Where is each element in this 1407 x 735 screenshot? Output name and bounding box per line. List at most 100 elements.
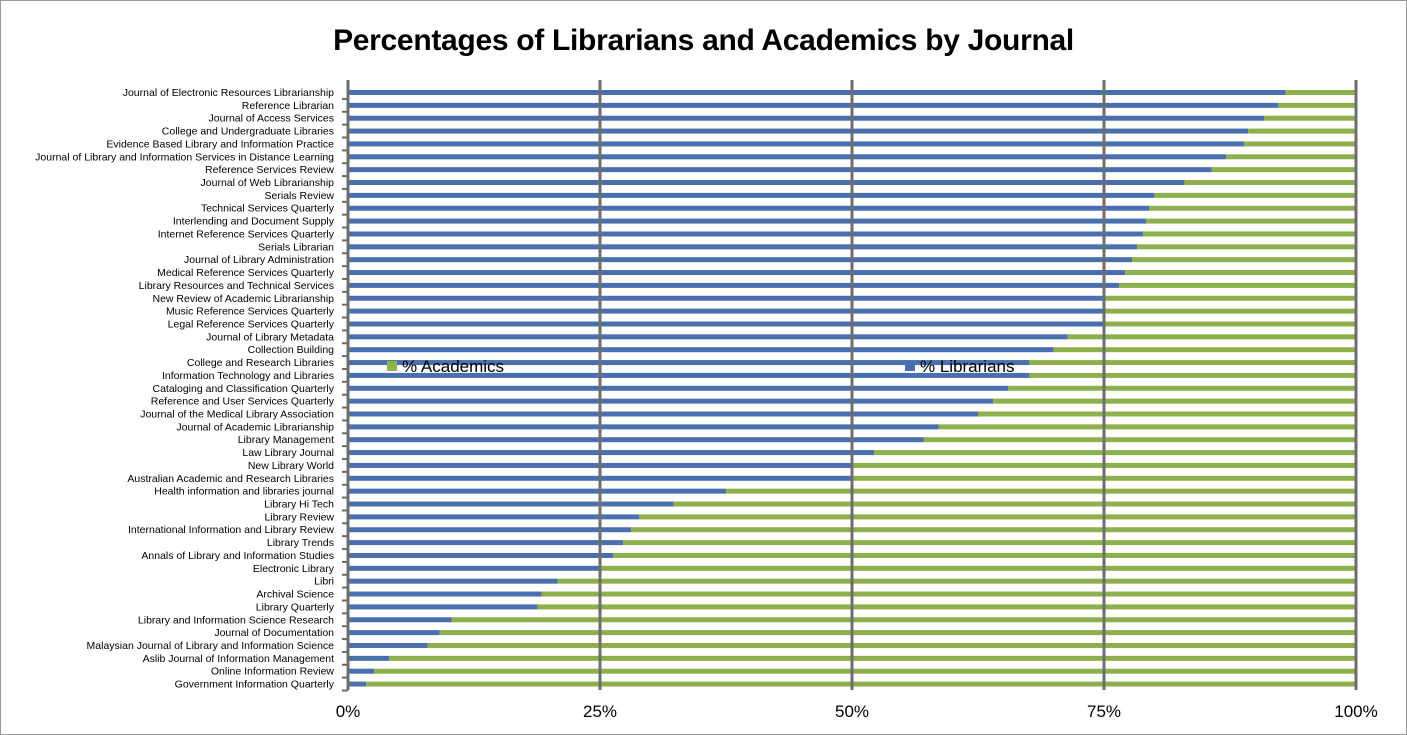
- category-label: College and Research Libraries: [187, 357, 334, 369]
- bar-academics: [374, 668, 1356, 674]
- bar-academics: [1146, 218, 1356, 224]
- bar-academics: [1104, 308, 1356, 314]
- legend-swatch: [387, 361, 397, 371]
- bar-librarians: [348, 655, 390, 661]
- x-tick-label: 75%: [1087, 702, 1121, 721]
- category-label: Journal of Library Administration: [184, 254, 334, 266]
- category-label: Archival Science: [256, 589, 334, 601]
- bar-librarians: [348, 424, 939, 430]
- bar-librarians: [348, 681, 367, 687]
- legend-swatch: [905, 361, 915, 371]
- bar-academics: [1053, 347, 1356, 353]
- bar-librarians: [348, 617, 452, 623]
- bar-librarians: [348, 372, 1030, 378]
- category-label: Journal of Academic Librarianship: [176, 421, 334, 433]
- bar-librarians: [348, 437, 924, 443]
- bar-librarians: [348, 244, 1138, 250]
- bar-librarians: [348, 257, 1133, 263]
- bar-librarians: [348, 398, 994, 404]
- category-label: New Library World: [248, 460, 334, 472]
- x-tick-label: 25%: [583, 702, 617, 721]
- category-label: Serials Librarian: [258, 241, 334, 253]
- bar-academics: [1264, 115, 1356, 121]
- bar-academics: [874, 450, 1356, 456]
- bar-academics: [1225, 154, 1356, 160]
- category-label: Journal of Documentation: [214, 627, 334, 639]
- category-label: Technical Services Quarterly: [201, 203, 335, 215]
- bar-academics: [1067, 334, 1356, 340]
- category-label: Journal of Electronic Resources Libraria…: [123, 87, 334, 99]
- bar-academics: [600, 565, 1356, 571]
- bar-librarians: [348, 578, 558, 584]
- category-label: Music Reference Services Quarterly: [166, 306, 335, 318]
- legend-label: % Academics: [402, 357, 504, 376]
- category-label: College and Undergraduate Libraries: [162, 126, 334, 138]
- bar-librarians: [348, 450, 875, 456]
- category-label: Law Library Journal: [242, 447, 334, 459]
- bar-librarians: [348, 604, 538, 610]
- category-label: Library and Information Science Research: [138, 614, 334, 626]
- category-label: Library Hi Tech: [264, 499, 334, 511]
- category-label: Reference Librarian: [242, 100, 334, 112]
- category-label: Collection Building: [248, 344, 335, 356]
- bar-academics: [639, 514, 1356, 520]
- bar-academics: [1184, 180, 1356, 186]
- bar-academics: [673, 501, 1356, 507]
- category-label: Library Quarterly: [256, 601, 335, 613]
- x-tick-label: 100%: [1334, 702, 1377, 721]
- category-label: Health information and libraries journal: [154, 486, 334, 498]
- category-label: Internet Reference Services Quarterly: [158, 228, 335, 240]
- category-label: Journal of Library and Information Servi…: [35, 151, 334, 163]
- category-label: Library Review: [265, 511, 335, 523]
- chart-title: Percentages of Librarians and Academics …: [333, 24, 1074, 57]
- bar-librarians: [348, 334, 1068, 340]
- bar-academics: [1125, 270, 1356, 276]
- bar-librarians: [348, 540, 624, 546]
- bar-academics: [439, 630, 1356, 636]
- bar-librarians: [348, 90, 1286, 95]
- bar-academics: [726, 488, 1356, 494]
- bar-academics: [1149, 205, 1356, 211]
- category-label: Library Resources and Technical Services: [139, 280, 334, 292]
- category-label: Legal Reference Services Quarterly: [168, 318, 335, 330]
- bar-librarians: [348, 565, 600, 571]
- bar-academics: [623, 540, 1356, 546]
- bar-academics: [1008, 385, 1356, 391]
- bar-librarians: [348, 102, 1279, 108]
- bar-librarians: [348, 360, 1030, 366]
- legend-label: % Librarians: [920, 357, 1015, 376]
- bar-academics: [541, 591, 1356, 597]
- bar-librarians: [348, 218, 1147, 224]
- category-label: Libri: [314, 576, 334, 588]
- x-tick-label: 0%: [336, 702, 361, 721]
- category-label: Australian Academic and Research Librari…: [127, 473, 334, 485]
- category-label: Cataloging and Classification Quarterly: [152, 383, 334, 395]
- bar-librarians: [348, 295, 1104, 301]
- category-label: Library Trends: [267, 537, 334, 549]
- category-label: Online Information Review: [211, 666, 335, 678]
- category-label: Journal of Library Metadata: [206, 331, 334, 343]
- bar-librarians: [348, 141, 1245, 147]
- bar-librarians: [348, 488, 726, 494]
- bar-librarians: [348, 154, 1226, 160]
- category-label: Journal of the Medical Library Associati…: [140, 409, 334, 421]
- bar-librarians: [348, 347, 1054, 353]
- category-label: Malaysian Journal of Library and Informa…: [87, 640, 335, 652]
- bar-academics: [1132, 257, 1356, 263]
- bar-academics: [1278, 102, 1356, 108]
- bar-librarians: [348, 270, 1126, 276]
- category-label: Electronic Library: [253, 563, 335, 575]
- bar-librarians: [348, 115, 1265, 121]
- bar-librarians: [348, 591, 542, 597]
- bar-librarians: [348, 385, 1009, 391]
- category-label: Information Technology and Libraries: [162, 370, 334, 382]
- bar-academics: [993, 398, 1356, 404]
- bar-academics: [557, 578, 1356, 584]
- bar-librarians: [348, 308, 1104, 314]
- bar-academics: [451, 617, 1357, 623]
- bar-librarians: [348, 192, 1155, 198]
- bar-academics: [1285, 90, 1356, 95]
- bar-librarians: [348, 630, 440, 636]
